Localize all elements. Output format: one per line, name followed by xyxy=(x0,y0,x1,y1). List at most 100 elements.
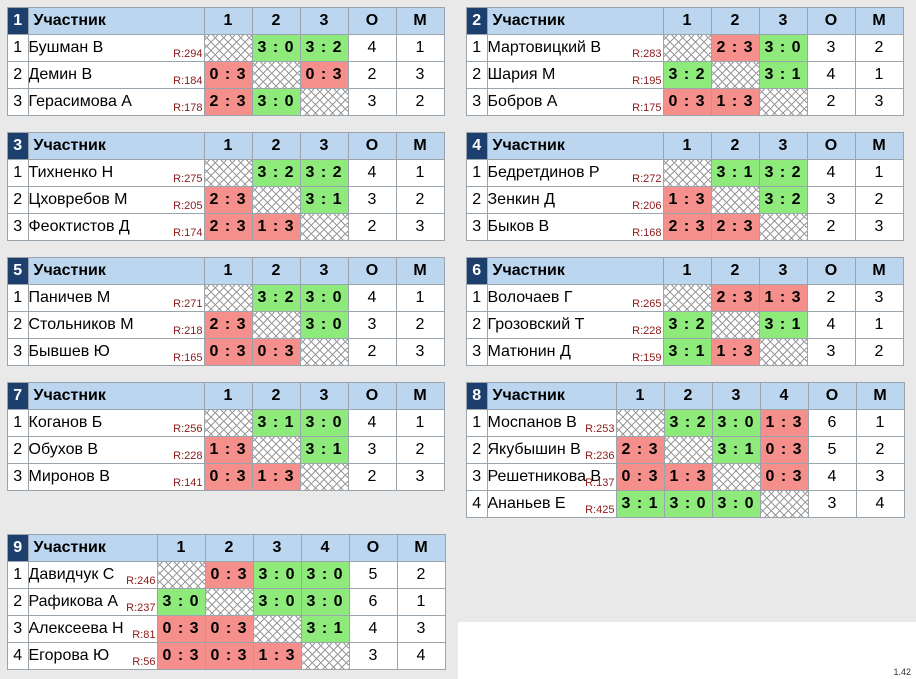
player-rating: R:175 xyxy=(632,102,662,114)
match-score: 2 : 3 xyxy=(711,284,760,312)
player-name: Зенкин Д xyxy=(487,191,555,208)
points-column-header: О xyxy=(807,258,856,285)
place-column-header: М xyxy=(855,8,904,35)
match-score: 3 : 2 xyxy=(759,186,808,214)
match-score: 3 : 0 xyxy=(300,311,349,339)
player-place: 1 xyxy=(397,588,446,616)
match-score: 1 : 3 xyxy=(759,284,808,312)
match-score: 2 : 3 xyxy=(204,186,253,214)
self-match-cell xyxy=(711,186,760,214)
player-place: 2 xyxy=(855,338,904,366)
place-column-header: М xyxy=(856,383,905,410)
player-name-cell: Феоктистов Д R:174 xyxy=(28,213,205,241)
self-match-cell xyxy=(759,338,808,366)
opponent-column-header: 1 xyxy=(663,8,712,35)
match-score: 2 : 3 xyxy=(204,213,253,241)
player-number: 1 xyxy=(467,159,488,187)
player-rating: R:425 xyxy=(585,504,615,516)
player-rating: R:56 xyxy=(132,656,156,668)
player-number: 2 xyxy=(8,588,29,616)
match-score: 0 : 3 xyxy=(205,561,254,589)
group-header-row: 3 Участник 1 2 3 О М xyxy=(8,133,445,160)
player-place: 3 xyxy=(396,338,445,366)
player-points: 3 xyxy=(348,88,397,116)
player-rating: R:246 xyxy=(126,575,156,587)
player-points: 2 xyxy=(348,61,397,89)
match-score: 3 : 0 xyxy=(301,588,350,616)
match-score: 3 : 2 xyxy=(663,311,712,339)
match-score: 1 : 3 xyxy=(204,436,253,464)
match-score: 3 : 2 xyxy=(300,159,349,187)
participant-column-header: Участник xyxy=(28,383,205,410)
player-number: 1 xyxy=(8,34,29,62)
opponent-column-header: 1 xyxy=(204,383,253,410)
player-number: 2 xyxy=(8,186,29,214)
match-score: 0 : 3 xyxy=(157,642,206,670)
participant-column-header: Участник xyxy=(487,258,664,285)
group-number: 6 xyxy=(467,258,488,285)
player-name-cell: Быков В R:168 xyxy=(487,213,664,241)
player-rating: R:195 xyxy=(632,75,662,87)
opponent-column-header: 1 xyxy=(204,133,253,160)
player-place: 3 xyxy=(855,284,904,312)
player-place: 2 xyxy=(855,34,904,62)
player-name-cell: Грозовский Т R:228 xyxy=(487,311,664,339)
player-place: 2 xyxy=(397,561,446,589)
player-rating: R:218 xyxy=(173,325,203,337)
self-match-cell xyxy=(205,588,254,616)
player-place: 4 xyxy=(856,490,905,518)
player-name: Бобров А xyxy=(487,93,558,110)
player-name-cell: Бедретдинов Р R:272 xyxy=(487,159,664,187)
match-score: 3 : 1 xyxy=(663,338,712,366)
match-score: 3 : 1 xyxy=(301,615,350,643)
player-points: 4 xyxy=(348,409,397,437)
match-score: 3 : 2 xyxy=(252,284,301,312)
participant-column-header: Участник xyxy=(487,383,617,410)
player-name: Стольников М xyxy=(28,316,134,333)
group-number: 7 xyxy=(8,383,29,410)
points-column-header: О xyxy=(348,383,397,410)
player-rating: R:159 xyxy=(632,352,662,364)
player-rating: R:256 xyxy=(173,423,203,435)
self-match-cell xyxy=(204,34,253,62)
match-score: 3 : 1 xyxy=(300,186,349,214)
match-score: 0 : 3 xyxy=(300,61,349,89)
player-name: Бушман В xyxy=(28,39,104,56)
group-header-row: 4 Участник 1 2 3 О М xyxy=(467,133,904,160)
self-match-cell xyxy=(711,311,760,339)
player-name-cell: Зенкин Д R:206 xyxy=(487,186,664,214)
player-points: 4 xyxy=(348,34,397,62)
player-number: 3 xyxy=(8,463,29,491)
match-score: 0 : 3 xyxy=(204,61,253,89)
player-points: 3 xyxy=(348,186,397,214)
player-name-cell: Цховребов М R:205 xyxy=(28,186,205,214)
place-column-header: М xyxy=(397,535,446,562)
player-name: Герасимова А xyxy=(28,93,132,110)
opponent-column-header: 1 xyxy=(663,258,712,285)
match-score: 3 : 1 xyxy=(252,409,301,437)
player-name: Мартовицкий В xyxy=(487,39,602,56)
player-place: 1 xyxy=(396,34,445,62)
opponent-column-header: 2 xyxy=(711,133,760,160)
player-place: 2 xyxy=(396,436,445,464)
player-name: Давидчук С xyxy=(28,566,115,583)
player-rating: R:272 xyxy=(632,173,662,185)
player-points: 3 xyxy=(807,186,856,214)
player-rating: R:294 xyxy=(173,48,203,60)
place-column-header: М xyxy=(396,133,445,160)
player-rating: R:237 xyxy=(126,602,156,614)
player-name-cell: Бобров А R:175 xyxy=(487,88,664,116)
player-name-cell: Шария М R:195 xyxy=(487,61,664,89)
